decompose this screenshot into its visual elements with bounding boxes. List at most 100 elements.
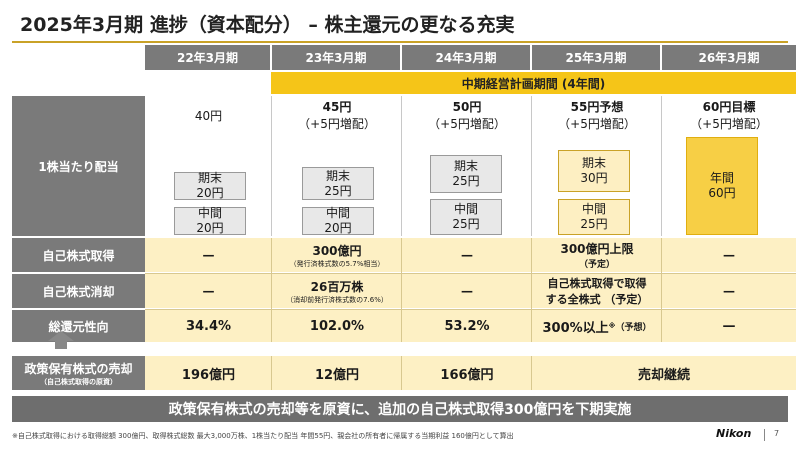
buyback-row-bg — [145, 238, 796, 272]
cancellation-fy25-line2: する全株式 （予定） — [545, 293, 649, 306]
cancellation-fy23-main: 26百万株 — [310, 279, 364, 294]
cancellation-fy22: — — [202, 284, 215, 298]
grid-line — [271, 356, 272, 390]
dividend-total-fy25-line1: 55円予想 — [570, 100, 624, 114]
page-number: 7 — [774, 429, 780, 438]
payout-fy26: — — [722, 318, 736, 334]
column-header-fy24: 24年3月期 — [402, 45, 532, 70]
dividend-total-fy22: 40円 — [145, 98, 272, 132]
cancellation-fy23: 26百万株 （消却前発行済株式数の7.6%） — [272, 274, 402, 308]
term-end-box-fy24: 期末 25円 — [430, 155, 502, 193]
term-end-value: 25円 — [324, 183, 352, 198]
interim-box-fy24: 中間 25円 — [430, 199, 502, 235]
buyback-fy22: — — [202, 248, 215, 262]
interim-value: 25円 — [580, 217, 608, 231]
logo-divider — [764, 429, 765, 441]
annual-value: 60円 — [708, 186, 736, 200]
grid-line — [271, 238, 272, 342]
annual-label: 年間 — [709, 171, 734, 185]
row-divider — [145, 273, 796, 274]
sale-label-main: 政策保有株式の売却 — [24, 361, 133, 376]
interim-box-fy22: 中間 20円 — [174, 206, 246, 235]
grid-line — [401, 238, 402, 342]
interim-value: 20円 — [324, 221, 352, 235]
row-label-dividend: 1株当たり配当 — [12, 96, 145, 236]
term-end-box-fy22: 期末 20円 — [174, 171, 246, 200]
payout-fy25-sub: （予想） — [615, 322, 652, 333]
term-end-box-fy23: 期末 25円 — [302, 167, 374, 200]
buyback-fy23: 300億円 （発行済株式数の5.7%相当） — [272, 238, 402, 272]
column-header-fy26: 26年3月期 — [662, 45, 796, 70]
grid-line — [531, 96, 532, 236]
sale-fy25-26: 売却継続 — [637, 367, 690, 383]
buyback-fy24: — — [461, 248, 473, 262]
interim-label: 中間 — [197, 206, 222, 220]
row-divider — [145, 309, 796, 310]
payout-fy23: 102.0% — [309, 318, 365, 334]
footnote: ※自己株式取得における取得総額 300億円、取得株式総数 最大3,000万株、1… — [12, 432, 514, 440]
grid-line — [401, 356, 402, 390]
interim-label: 中間 — [453, 202, 478, 216]
term-end-label: 期末 — [453, 159, 478, 173]
cancellation-row-bg — [145, 274, 796, 308]
term-end-label: 期末 — [325, 168, 350, 183]
dividend-total-fy26-line2: （+5円増配） — [690, 117, 768, 131]
payout-fy22: 34.4% — [185, 318, 232, 334]
payout-fy25: 300%以上 ※ （予想） — [532, 310, 662, 342]
dividend-total-fy25-line2: （+5円増配） — [558, 117, 636, 131]
payout-row-bg — [145, 310, 796, 342]
interim-value: 20円 — [196, 221, 224, 235]
column-header-fy22: 22年3月期 — [145, 45, 272, 70]
dividend-total-fy24: 50円 （+5円増配） — [402, 98, 532, 132]
row-label-sale: 政策保有株式の売却 （自己株式取得の原資） — [12, 356, 145, 390]
term-end-value: 20円 — [196, 186, 224, 200]
sale-row-bg — [145, 356, 796, 390]
column-header-fy23: 23年3月期 — [272, 45, 402, 70]
cancellation-fy25: 自己株式取得で取得 する全株式 （予定） — [532, 274, 662, 308]
row-label-buyback: 自己株式取得 — [12, 238, 145, 272]
column-header-fy25: 25年3月期 — [532, 45, 662, 70]
buyback-fy23-note: （発行済株式数の5.7%相当） — [289, 259, 385, 268]
grid-line — [531, 356, 532, 390]
interim-value: 25円 — [452, 217, 480, 231]
up-arrow-stem — [55, 339, 67, 349]
buyback-fy25: 300億円上限 （予定） — [532, 238, 662, 272]
interim-box-fy25: 中間 25円 — [558, 199, 630, 235]
term-end-value: 25円 — [452, 174, 480, 188]
payout-fy25-main: 300%以上 — [542, 320, 609, 336]
sale-fy23: 12億円 — [314, 367, 360, 383]
cancellation-fy23-note: （消却前発行済株式数の7.6%） — [286, 295, 388, 304]
title-divider — [12, 41, 788, 43]
term-end-box-fy25: 期末 30円 — [558, 150, 630, 192]
nikon-logo: Nikon — [716, 427, 752, 440]
dividend-total-fy24-line2: （+5円増配） — [428, 117, 506, 131]
dividend-total-fy23-line1: 45円 — [322, 100, 352, 114]
payout-fy24: 53.2% — [444, 318, 490, 334]
grid-line — [661, 238, 662, 342]
buyback-fy25-main: 300億円上限 — [560, 242, 634, 256]
cancellation-fy25-line1: 自己株式取得で取得 — [547, 277, 647, 290]
grid-line — [531, 238, 532, 342]
dividend-total-fy24-line1: 50円 — [452, 100, 482, 114]
dividend-total-fy26: 60円目標 （+5円増配） — [662, 98, 796, 132]
term-end-label: 期末 — [581, 156, 606, 170]
payout-fy25-mark: ※ — [608, 322, 616, 330]
up-arrow-icon — [48, 331, 74, 341]
cancellation-fy24: — — [461, 284, 473, 298]
dividend-total-fy25: 55円予想 （+5円増配） — [532, 98, 662, 132]
buyback-fy26: — — [723, 248, 735, 262]
sale-fy24: 166億円 — [440, 367, 494, 383]
buyback-fy25-sub: （予定） — [578, 260, 615, 270]
dividend-total-fy23-line2: （+5円増配） — [298, 117, 376, 131]
sale-fy22: 196億円 — [181, 367, 236, 383]
dividend-total-fy22-line1: 40円 — [194, 108, 223, 123]
grid-line — [401, 96, 402, 236]
page-title: 2025年3月期 進捗（資本配分） – 株主還元の更なる充実 — [20, 14, 515, 36]
dividend-total-fy26-line1: 60円目標 — [702, 100, 756, 114]
dividend-total-fy23: 45円 （+5円増配） — [272, 98, 402, 132]
term-end-label: 期末 — [197, 171, 222, 185]
term-end-value: 30円 — [580, 171, 608, 185]
plan-period-bar: 中期経営計画期間 (4年間) — [271, 72, 796, 94]
interim-label: 中間 — [581, 202, 606, 216]
cancellation-fy26: — — [723, 284, 735, 298]
